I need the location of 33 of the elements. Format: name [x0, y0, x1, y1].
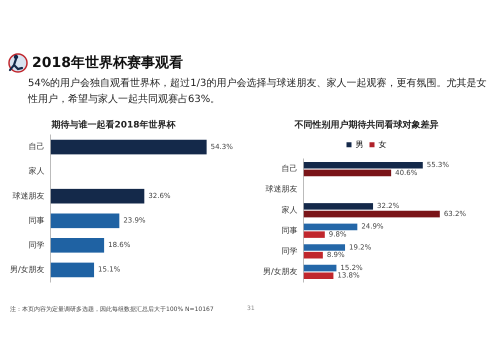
text: 2018年世界杯赛事观看 [32, 54, 183, 72]
y-tick-label: 同学 [28, 240, 45, 250]
y-tick-label: 自己 [28, 142, 45, 152]
bar [304, 210, 440, 218]
bar [304, 203, 374, 210]
bar [304, 264, 336, 272]
text: 54%的用户会独自观看世界杯，超过1/3的用户会选择与球迷朋友、家人一起观赛，更有氛围。尤其是女性用户，希望与家人一起共同观赛占63%。 [28, 76, 488, 107]
y-tick-label: 男/女朋友 [10, 264, 45, 274]
y-tick-label: 家人 [282, 205, 298, 214]
y-tick-label: 球迷朋友 [266, 184, 298, 194]
bar [304, 244, 346, 251]
bar [50, 140, 207, 154]
y-tick-label: 自己 [282, 164, 298, 174]
y-tick-label: 球迷朋友 [12, 191, 45, 200]
y-tick-label: 同学 [282, 246, 298, 256]
legend-label: 男 [356, 140, 364, 149]
y-tick-label: 男/女朋友 [262, 266, 298, 276]
chart-title: 不同性别用户期待共同看球对象差异 [294, 120, 438, 131]
chart-title: 期待与谁一起看2018年世界杯 [50, 120, 177, 131]
bar [304, 231, 325, 238]
bar [304, 272, 334, 280]
bar [304, 170, 392, 176]
bar [50, 262, 94, 278]
legend-label: 女 [378, 140, 386, 149]
bar [304, 162, 423, 169]
bar [50, 238, 104, 253]
y-tick-label: 家人 [28, 166, 45, 176]
bar [304, 224, 358, 230]
y-tick-label: 同事 [28, 216, 45, 225]
bar [50, 213, 120, 228]
bar [304, 252, 323, 258]
bar [50, 188, 144, 204]
y-tick-label: 同事 [282, 226, 298, 235]
